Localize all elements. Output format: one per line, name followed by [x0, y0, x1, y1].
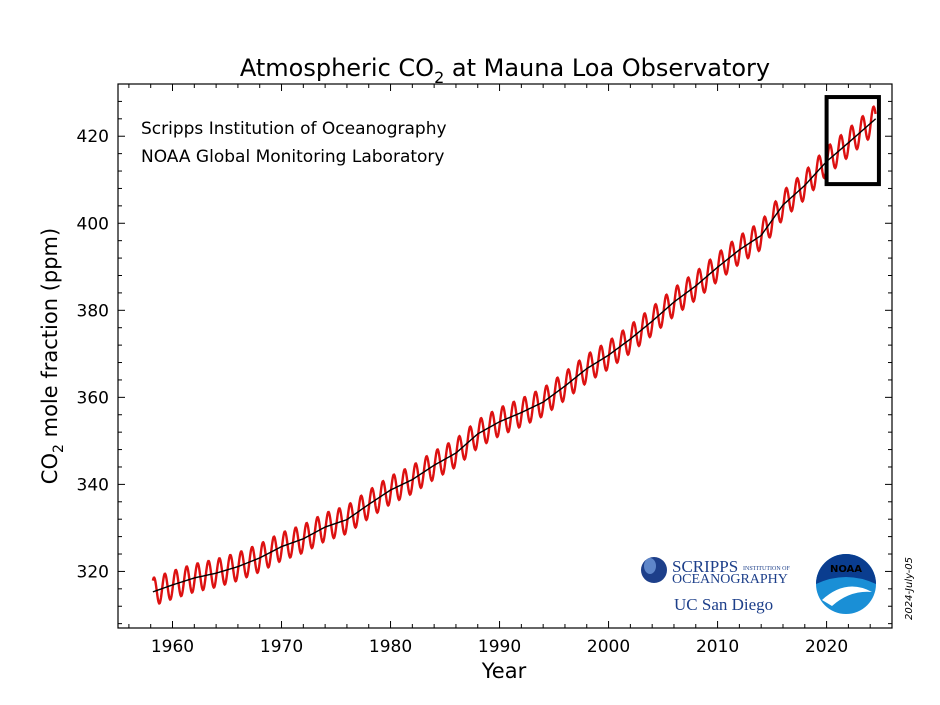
noaa-logo: NOAA — [816, 554, 876, 614]
x-tick-label: 1960 — [151, 637, 194, 657]
globe-highlight — [644, 558, 656, 574]
y-axis-label: CO2 mole fraction (ppm) — [38, 228, 67, 484]
scripps-logo: SCRIPPS INSTITUTION OF OCEANOGRAPHY UC S… — [641, 557, 790, 614]
x-tick-label: 2000 — [587, 637, 630, 657]
annotation-line-1: Scripps Institution of Oceanography — [141, 119, 447, 139]
chart-title: Atmospheric CO2 at Mauna Loa Observatory — [240, 54, 770, 87]
y-tick-label: 340 — [77, 475, 109, 495]
x-tick-label: 2020 — [805, 637, 848, 657]
ucsd-logo: UC San Diego — [674, 595, 773, 614]
monthly-co2-line — [151, 105, 877, 606]
scripps-name: SCRIPPS — [672, 557, 738, 576]
x-tick-label: 1990 — [478, 637, 521, 657]
plot-frame — [117, 83, 893, 629]
x-tick-label: 1970 — [260, 637, 303, 657]
axes: 1960 1970 1980 1990 2000 2010 2020 320 340 360 380… — [77, 83, 893, 657]
y-tick-label: 420 — [77, 127, 109, 147]
scripps-institution: INSTITUTION OF — [743, 566, 790, 572]
annotation-line-2: NOAA Global Monitoring Laboratory — [141, 147, 445, 167]
x-tick-label: 2010 — [696, 637, 739, 657]
y-tick-label: 360 — [77, 388, 109, 408]
highlight-box — [824, 95, 881, 187]
y-tick-label: 320 — [77, 562, 109, 582]
noaa-text: NOAA — [830, 564, 862, 575]
date-stamp: 2024-July-05 — [904, 557, 915, 620]
x-tick-label: 1980 — [369, 637, 412, 657]
trend-co2-line — [152, 118, 877, 593]
plot-area — [151, 95, 881, 606]
x-axis-label: Year — [481, 659, 527, 683]
noaa-top-icon — [816, 554, 876, 584]
scripps-oceanography: OCEANOGRAPHY — [672, 572, 788, 587]
y-tick-label: 400 — [77, 214, 109, 234]
y-tick-label: 380 — [77, 301, 109, 321]
noaa-bird-icon — [822, 586, 872, 606]
